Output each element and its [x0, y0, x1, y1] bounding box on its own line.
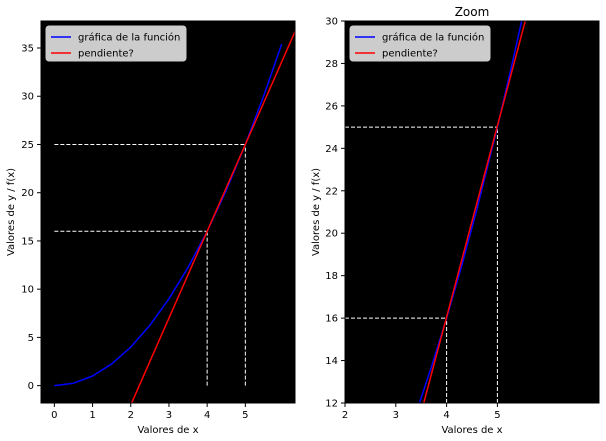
y-tick-label: 30 [21, 92, 34, 103]
chart-title: Zoom [455, 5, 490, 19]
plot-background [41, 21, 295, 403]
x-axis-label: Valores de x [137, 425, 198, 436]
axes-frame [40, 20, 296, 404]
plot-content [345, 21, 527, 403]
y-tick-label: 28 [325, 59, 338, 70]
y-tick-label: 16 [325, 314, 338, 325]
legend: gráfica de la función pendiente? [349, 25, 491, 62]
series-line-function [418, 21, 523, 403]
series-line-slope [423, 21, 527, 403]
x-tick-label: 5 [494, 410, 500, 421]
x-tick-label: 3 [166, 410, 172, 421]
y-tick-label: 14 [325, 356, 338, 367]
y-tick-label: 24 [325, 144, 338, 155]
legend-label: gráfica de la función [382, 32, 484, 44]
y-tick-label: 0 [28, 381, 34, 392]
x-tick-label: 2 [128, 410, 134, 421]
legend-box [349, 25, 491, 62]
y-tick-label: 35 [21, 44, 34, 55]
y-tick-label: 5 [28, 333, 34, 344]
zoom-chart: 2 3 4 5 12 14 16 18 20 22 24 26 28 30 Valores de x Valo… [311, 5, 600, 436]
series-line-slope [130, 31, 295, 403]
legend-label: pendiente? [382, 49, 438, 60]
y-tick-label: 30 [325, 17, 338, 28]
y-tick-label: 12 [325, 399, 338, 410]
y-tick-label: 25 [21, 140, 34, 151]
y-tick-label: 26 [325, 101, 338, 112]
axes-frame [344, 20, 600, 404]
x-tick-label: 4 [204, 410, 210, 421]
legend-box [45, 25, 187, 62]
y-tick-label: 22 [325, 186, 338, 197]
x-tick-label: 3 [393, 410, 399, 421]
y-tick-label: 10 [21, 285, 34, 296]
x-tick-label: 2 [342, 410, 348, 421]
y-axis-label: Valores de y / f(x) [6, 168, 17, 256]
x-axis-label: Valores de x [441, 425, 502, 436]
plot-background [345, 21, 599, 403]
y-tick-label: 20 [21, 188, 34, 199]
left-chart: 0 1 2 3 4 5 0 5 10 15 20 25 30 35 Valores de x Valores … [6, 20, 296, 436]
x-tick-label: 5 [242, 410, 248, 421]
x-tick-label: 1 [89, 410, 95, 421]
y-tick-label: 15 [21, 236, 34, 247]
y-axis-label: Valores de y / f(x) [311, 168, 322, 256]
plot-content [54, 31, 295, 403]
legend-label: gráfica de la función [78, 32, 180, 44]
y-tick-label: 18 [325, 271, 338, 282]
x-tick-label: 4 [443, 410, 449, 421]
y-tick-label: 20 [325, 229, 338, 240]
x-tick-label: 0 [51, 410, 57, 421]
legend: gráfica de la función pendiente? [45, 25, 187, 62]
legend-label: pendiente? [78, 49, 134, 60]
